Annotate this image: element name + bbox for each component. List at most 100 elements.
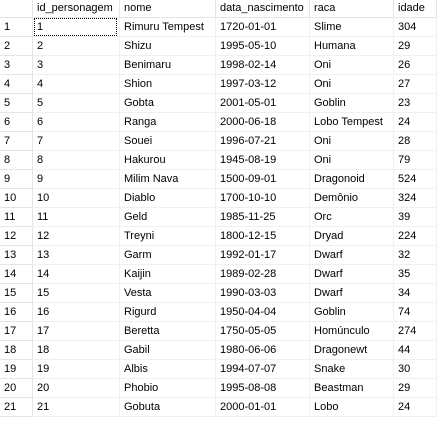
row-number[interactable]: 9 (0, 170, 33, 189)
cell-nome[interactable]: Treyni (120, 227, 216, 246)
table-row[interactable]: 4 4 Shion 1997-03-12 Oni 27 (0, 75, 437, 94)
cell-data-nascimento[interactable]: 1994-07-07 (216, 360, 310, 379)
row-number[interactable]: 20 (0, 379, 33, 398)
cell-idade[interactable]: 224 (394, 227, 437, 246)
cell-idade[interactable]: 39 (394, 208, 437, 227)
cell-data-nascimento[interactable]: 1995-08-08 (216, 379, 310, 398)
table-row[interactable]: 3 3 Benimaru 1998-02-14 Oni 26 (0, 56, 437, 75)
cell-raca[interactable]: Demônio (310, 189, 394, 208)
cell-id-personagem[interactable]: 17 (33, 322, 120, 341)
cell-idade[interactable]: 35 (394, 265, 437, 284)
cell-raca[interactable]: Homúnculo (310, 322, 394, 341)
row-number[interactable]: 12 (0, 227, 33, 246)
cell-raca[interactable]: Dwarf (310, 284, 394, 303)
row-number[interactable]: 2 (0, 37, 33, 56)
cell-data-nascimento[interactable]: 1995-05-10 (216, 37, 310, 56)
cell-nome[interactable]: Garm (120, 246, 216, 265)
row-number[interactable]: 10 (0, 189, 33, 208)
cell-id-personagem[interactable]: 9 (33, 170, 120, 189)
cell-nome[interactable]: Diablo (120, 189, 216, 208)
cell-data-nascimento[interactable]: 1945-08-19 (216, 151, 310, 170)
cell-data-nascimento[interactable]: 2000-06-18 (216, 113, 310, 132)
table-row[interactable]: 2 2 Shizu 1995-05-10 Humana 29 (0, 37, 437, 56)
row-number[interactable]: 21 (0, 398, 33, 417)
cell-raca[interactable]: Dragonewt (310, 341, 394, 360)
cell-nome[interactable]: Benimaru (120, 56, 216, 75)
cell-id-personagem[interactable]: 15 (33, 284, 120, 303)
cell-raca[interactable]: Goblin (310, 303, 394, 322)
cell-id-personagem[interactable]: 7 (33, 132, 120, 151)
cell-data-nascimento[interactable]: 1985-11-25 (216, 208, 310, 227)
cell-data-nascimento[interactable]: 2000-01-01 (216, 398, 310, 417)
cell-data-nascimento[interactable]: 1989-02-28 (216, 265, 310, 284)
table-row[interactable]: 18 18 Gabil 1980-06-06 Dragonewt 44 (0, 341, 437, 360)
cell-raca[interactable]: Goblin (310, 94, 394, 113)
cell-id-personagem[interactable]: 13 (33, 246, 120, 265)
cell-raca[interactable]: Dragonoid (310, 170, 394, 189)
row-number[interactable]: 11 (0, 208, 33, 227)
cell-idade[interactable]: 44 (394, 341, 437, 360)
cell-idade[interactable]: 74 (394, 303, 437, 322)
cell-id-personagem[interactable]: 20 (33, 379, 120, 398)
cell-nome[interactable]: Beretta (120, 322, 216, 341)
table-row[interactable]: 16 16 Rigurd 1950-04-04 Goblin 74 (0, 303, 437, 322)
cell-id-personagem[interactable]: 8 (33, 151, 120, 170)
cell-data-nascimento[interactable]: 1980-06-06 (216, 341, 310, 360)
table-row[interactable]: 8 8 Hakurou 1945-08-19 Oni 79 (0, 151, 437, 170)
cell-id-personagem[interactable]: 11 (33, 208, 120, 227)
cell-raca[interactable]: Beastman (310, 379, 394, 398)
table-row[interactable]: 11 11 Geld 1985-11-25 Orc 39 (0, 208, 437, 227)
cell-raca[interactable]: Lobo Tempest (310, 113, 394, 132)
cell-idade[interactable]: 30 (394, 360, 437, 379)
cell-nome[interactable]: Shion (120, 75, 216, 94)
cell-idade[interactable]: 34 (394, 284, 437, 303)
column-header-raca[interactable]: raca (310, 0, 394, 18)
cell-raca[interactable]: Oni (310, 151, 394, 170)
row-number[interactable]: 13 (0, 246, 33, 265)
cell-nome[interactable]: Souei (120, 132, 216, 151)
table-row[interactable]: 13 13 Garm 1992-01-17 Dwarf 32 (0, 246, 437, 265)
cell-id-personagem[interactable]: 3 (33, 56, 120, 75)
cell-nome[interactable]: Vesta (120, 284, 216, 303)
cell-data-nascimento[interactable]: 1700-10-10 (216, 189, 310, 208)
cell-id-personagem[interactable]: 18 (33, 341, 120, 360)
table-row[interactable]: 9 9 Milim Nava 1500-09-01 Dragonoid 524 (0, 170, 437, 189)
cell-nome[interactable]: Milim Nava (120, 170, 216, 189)
cell-data-nascimento[interactable]: 1992-01-17 (216, 246, 310, 265)
cell-nome[interactable]: Albis (120, 360, 216, 379)
cell-data-nascimento[interactable]: 1996-07-21 (216, 132, 310, 151)
cell-data-nascimento[interactable]: 1950-04-04 (216, 303, 310, 322)
table-row[interactable]: 20 20 Phobio 1995-08-08 Beastman 29 (0, 379, 437, 398)
cell-idade[interactable]: 32 (394, 246, 437, 265)
cell-id-personagem[interactable]: 19 (33, 360, 120, 379)
cell-data-nascimento[interactable]: 1750-05-05 (216, 322, 310, 341)
cell-raca[interactable]: Orc (310, 208, 394, 227)
cell-idade[interactable]: 324 (394, 189, 437, 208)
column-header-id-personagem[interactable]: id_personagem (33, 0, 120, 18)
cell-raca[interactable]: Snake (310, 360, 394, 379)
cell-nome[interactable]: Gobuta (120, 398, 216, 417)
cell-idade[interactable]: 524 (394, 170, 437, 189)
cell-nome[interactable]: Gabil (120, 341, 216, 360)
cell-id-personagem[interactable]: 12 (33, 227, 120, 246)
cell-idade[interactable]: 27 (394, 75, 437, 94)
table-row[interactable]: 21 21 Gobuta 2000-01-01 Lobo 24 (0, 398, 437, 417)
cell-data-nascimento[interactable]: 2001-05-01 (216, 94, 310, 113)
cell-data-nascimento[interactable]: 1990-03-03 (216, 284, 310, 303)
cell-nome[interactable]: Ranga (120, 113, 216, 132)
cell-idade[interactable]: 24 (394, 113, 437, 132)
cell-id-personagem[interactable]: 2 (33, 37, 120, 56)
row-number[interactable]: 5 (0, 94, 33, 113)
row-number[interactable]: 17 (0, 322, 33, 341)
table-row[interactable]: 12 12 Treyni 1800-12-15 Dryad 224 (0, 227, 437, 246)
cell-nome[interactable]: Kaijin (120, 265, 216, 284)
column-header-idade[interactable]: idade (394, 0, 437, 18)
cell-nome[interactable]: Shizu (120, 37, 216, 56)
row-number[interactable]: 16 (0, 303, 33, 322)
cell-raca[interactable]: Humana (310, 37, 394, 56)
cell-nome[interactable]: Phobio (120, 379, 216, 398)
cell-idade[interactable]: 24 (394, 398, 437, 417)
cell-nome[interactable]: Rimuru Tempest (120, 18, 216, 37)
column-header-nome[interactable]: nome (120, 0, 216, 18)
